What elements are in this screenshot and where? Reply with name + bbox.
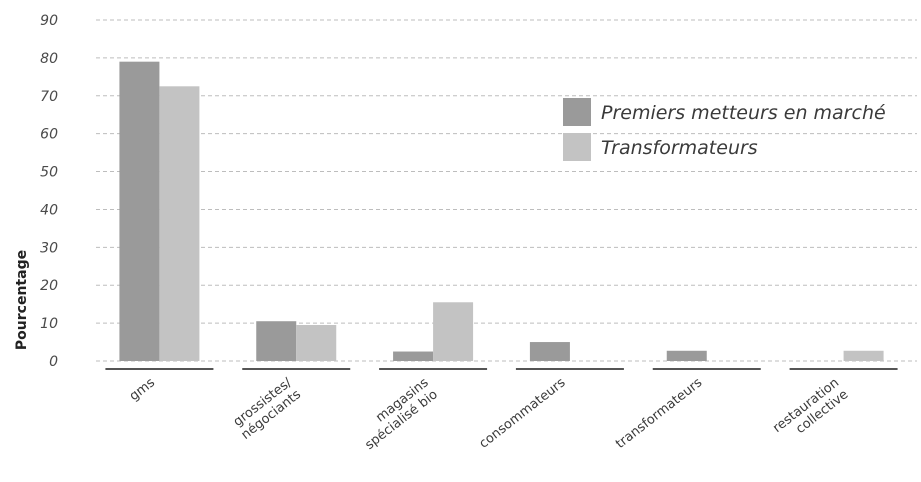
bar: [119, 61, 160, 362]
bar: [296, 325, 337, 361]
category-label-line: gms: [127, 375, 158, 404]
grid: [96, 19, 917, 362]
category-label: restaurationcollective: [770, 375, 851, 447]
x-axis-categories: gms grossistes/négociants magasinsspéciali…: [105, 368, 898, 453]
bar: [843, 350, 884, 361]
y-tick-label: 20: [40, 278, 58, 294]
y-tick-label: 40: [40, 202, 58, 218]
category-label-line: consommateurs: [477, 375, 569, 451]
legend-label: Transformateurs: [601, 137, 758, 159]
legend-swatch: [563, 98, 591, 126]
bar: [666, 350, 707, 361]
bars: [119, 61, 884, 362]
legend: Premiers metteurs en marché Transformateu…: [563, 98, 886, 161]
y-tick-label: 0: [49, 354, 58, 370]
category-label: consommateurs: [477, 375, 569, 451]
bar: [159, 86, 200, 362]
y-tick-label: 70: [40, 89, 58, 105]
category-label: grossistes/négociants: [229, 375, 304, 443]
category-label: magasinsspécialisé bio: [353, 375, 441, 453]
y-axis-label: Pourcentage: [14, 250, 30, 350]
bar: [433, 302, 474, 361]
y-tick-label: 10: [40, 316, 58, 332]
category-label: gms: [127, 375, 158, 404]
bar: [256, 321, 297, 361]
y-axis-ticks: 0 10 20 30 40 50 60 70 80 90: [40, 13, 58, 370]
y-tick-label: 90: [40, 13, 58, 29]
y-tick-label: 30: [40, 240, 58, 256]
y-tick-label: 80: [40, 51, 58, 67]
bar: [529, 342, 570, 361]
y-tick-label: 50: [40, 165, 58, 181]
legend-label: Premiers metteurs en marché: [601, 102, 886, 124]
category-label: transformateurs: [613, 375, 705, 452]
legend-swatch: [563, 133, 591, 161]
bar: [393, 351, 434, 361]
category-label-line: transformateurs: [613, 375, 705, 452]
y-tick-label: 60: [40, 127, 58, 143]
